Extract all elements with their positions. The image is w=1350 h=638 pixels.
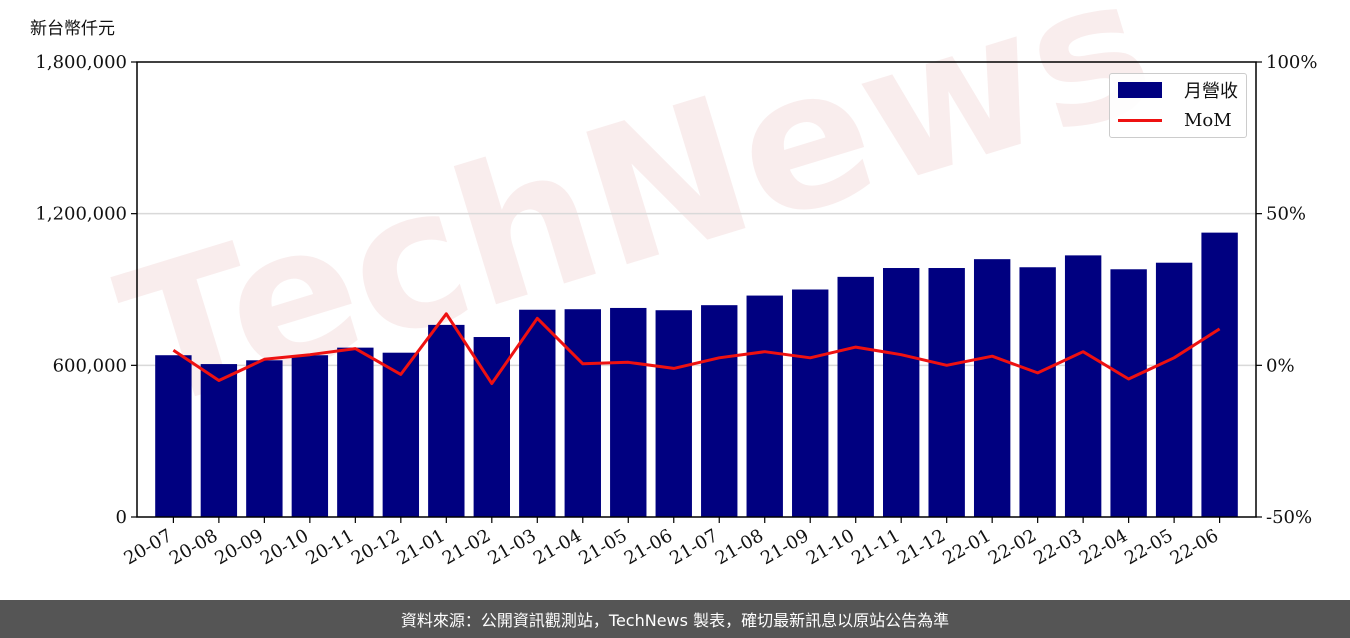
footer-text: 資料來源：公開資訊觀測站，TechNews 製表，確切最新訊息以原站公告為準 — [400, 611, 950, 630]
revenue-bar — [973, 259, 1011, 517]
x-tick-label: 22-01 — [939, 525, 994, 569]
x-tick-label: 21-08 — [712, 525, 767, 569]
mom-line-series — [172, 312, 1221, 385]
x-tick-label: 21-01 — [393, 525, 448, 569]
x-tick-label: 21-07 — [666, 525, 721, 569]
legend-swatch-bar — [1118, 82, 1162, 98]
y-left-tick-label: 600,000 — [53, 355, 127, 376]
revenue-bar — [564, 309, 601, 517]
revenue-bar — [1201, 232, 1238, 517]
revenue-bar — [246, 360, 283, 517]
x-tick-label: 20-11 — [302, 525, 357, 569]
revenue-bar — [382, 352, 420, 517]
x-tick-label: 22-03 — [1030, 525, 1085, 569]
legend-item-revenue: 月營收 — [1118, 78, 1238, 102]
y-right-tick-label: 0% — [1266, 355, 1295, 376]
x-tick-label: 21-04 — [530, 525, 585, 569]
x-tick-label: 21-03 — [484, 525, 539, 569]
revenue-bar — [428, 324, 465, 517]
chart-canvas: TechNews 0600,0001,200,0001,800,000-50%0… — [35, 0, 1317, 569]
x-tick-label: 21-09 — [757, 525, 812, 569]
x-tick-label: 22-05 — [1121, 525, 1176, 569]
x-tick-label: 20-10 — [257, 525, 312, 569]
revenue-bar — [1019, 267, 1056, 517]
legend-swatch-line — [1118, 118, 1162, 122]
x-tick-label: 20-12 — [348, 525, 403, 569]
y-left-tick-label: 1,800,000 — [35, 52, 127, 73]
source-footer: 資料來源：公開資訊觀測站，TechNews 製表，確切最新訊息以原站公告為準 — [0, 600, 1350, 638]
revenue-bar — [519, 309, 556, 517]
legend-label-mom: MoM — [1184, 109, 1232, 131]
revenue-bar — [200, 364, 238, 517]
x-tick-label: 20-09 — [211, 525, 266, 569]
bar-series — [155, 232, 1238, 517]
y-right-tick-label: 50% — [1266, 204, 1306, 225]
revenue-bar — [837, 276, 874, 517]
revenue-bar — [1110, 269, 1147, 517]
revenue-bar — [291, 355, 329, 517]
x-tick-label: 22-06 — [1167, 525, 1222, 569]
x-tick-label: 20-08 — [166, 525, 221, 569]
x-tick-label: 22-04 — [1076, 525, 1131, 569]
legend-label-revenue: 月營收 — [1184, 81, 1238, 102]
revenue-bar — [610, 307, 647, 517]
y-right-tick-label: -50% — [1266, 507, 1312, 528]
revenue-bar — [1155, 262, 1193, 517]
x-tick-label: 21-05 — [575, 525, 630, 569]
revenue-bar — [792, 289, 829, 517]
y-left-tick-label: 0 — [116, 507, 127, 528]
chart-legend: 月營收 MoM — [1109, 73, 1247, 138]
legend-item-mom: MoM — [1118, 108, 1232, 132]
revenue-bar — [928, 268, 965, 517]
x-tick-label: 21-06 — [621, 525, 676, 569]
revenue-bar — [155, 355, 192, 517]
revenue-bar — [746, 295, 783, 517]
revenue-bar — [883, 268, 920, 517]
revenue-bar — [701, 305, 738, 517]
revenue-bar — [1064, 255, 1102, 517]
y-axis-unit-label: 新台幣仟元 — [30, 19, 115, 39]
plot-frame — [136, 61, 1257, 518]
x-tick-label: 21-11 — [848, 525, 903, 569]
revenue-bar — [337, 347, 374, 517]
x-tick-label: 21-02 — [439, 525, 494, 569]
x-tick-label: 20-07 — [120, 525, 175, 569]
y-right-tick-label: 100% — [1266, 52, 1317, 73]
y-left-tick-label: 1,200,000 — [35, 204, 127, 225]
x-tick-label: 21-12 — [894, 525, 949, 569]
x-tick-label: 21-10 — [803, 525, 858, 569]
revenue-bar — [655, 310, 692, 517]
x-tick-label: 22-02 — [985, 525, 1040, 569]
mom-line — [172, 312, 1221, 385]
